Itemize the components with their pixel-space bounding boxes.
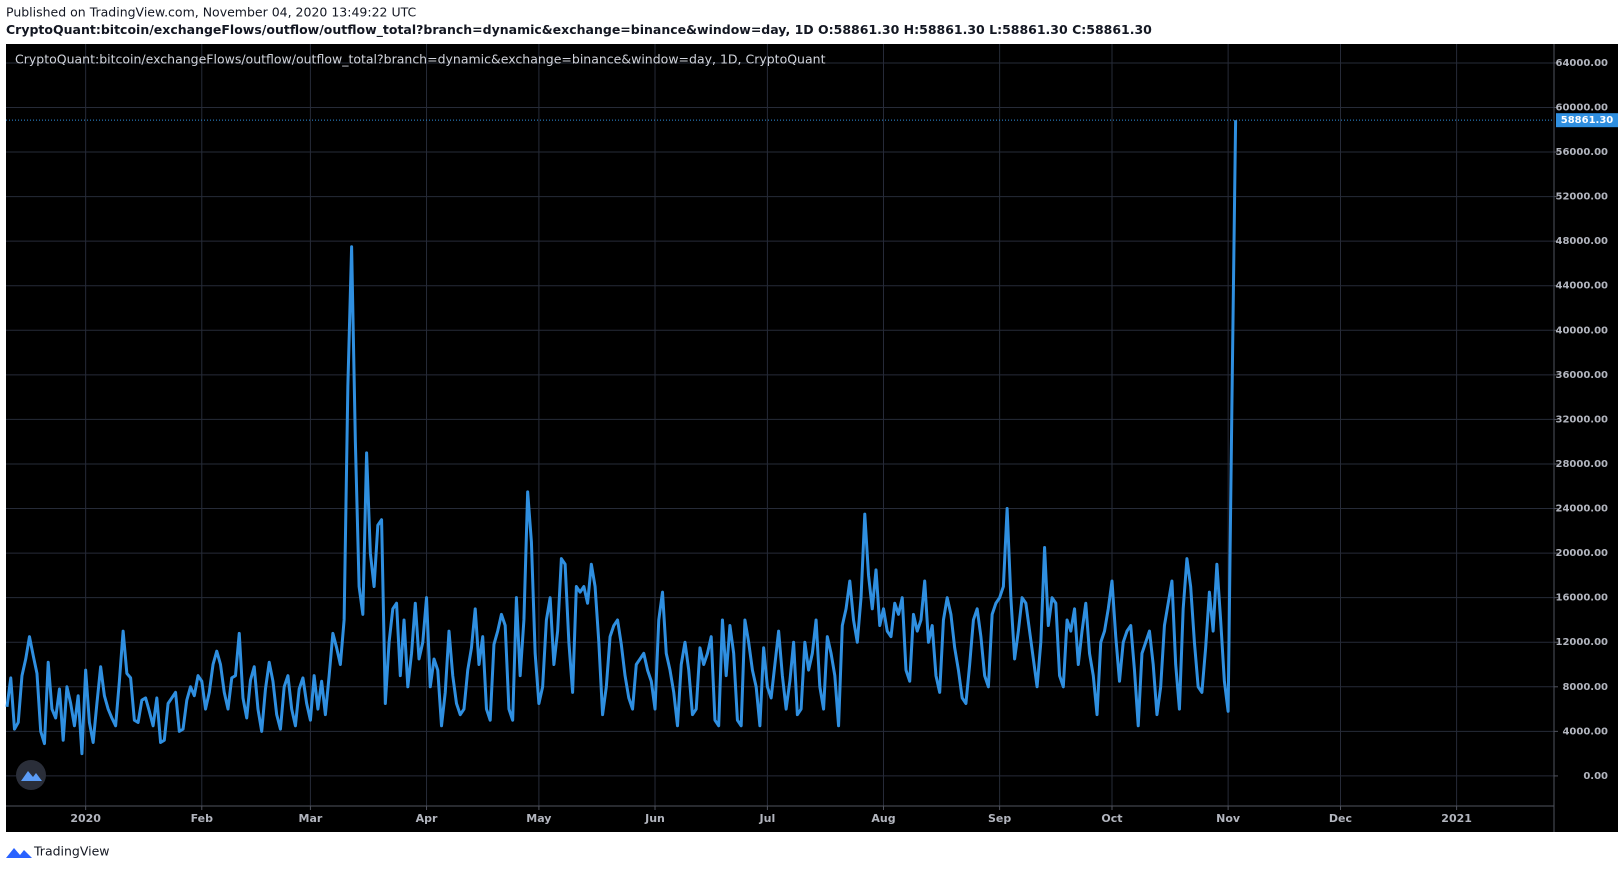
x-tick-label: Sep (988, 812, 1011, 825)
footer-brand: TradingView (33, 844, 110, 859)
footer-logo-icon (6, 848, 32, 858)
x-tick-label: Mar (299, 812, 323, 825)
x-tick-label: Jun (644, 812, 665, 825)
x-tick-label: 2020 (70, 812, 101, 825)
ohlc-open: O:58861.30 (818, 22, 900, 37)
chart-legend: CryptoQuant:bitcoin/exchangeFlows/outflo… (15, 52, 826, 67)
x-tick-label: Aug (871, 812, 895, 825)
y-tick-label: 56000.00 (1555, 147, 1608, 158)
y-tick-label: 60000.00 (1555, 103, 1608, 114)
chart-logo (16, 760, 46, 790)
y-tick-label: 32000.00 (1555, 414, 1608, 425)
y-tick-label: 8000.00 (1562, 682, 1608, 693)
ohlc-close: C:58861.30 (1072, 22, 1152, 37)
y-tick-label: 28000.00 (1555, 459, 1608, 470)
data-line (5, 120, 1238, 756)
published-note: Published on TradingView.com, November 0… (6, 5, 416, 20)
y-tick-label: 40000.00 (1555, 325, 1608, 336)
last-price-label: 58861.30 (1561, 115, 1614, 126)
y-tick-label: 48000.00 (1555, 236, 1608, 247)
logo-mountain (21, 771, 42, 781)
y-tick-label: 16000.00 (1555, 593, 1608, 604)
x-tick-label: Dec (1329, 812, 1352, 825)
last-price-box (1556, 113, 1618, 128)
x-tick-label: Jul (759, 812, 776, 825)
y-tick-label: 36000.00 (1555, 370, 1608, 381)
y-tick-label: 44000.00 (1555, 281, 1608, 292)
y-tick-label: 4000.00 (1562, 726, 1608, 737)
grid-layer (6, 44, 1554, 806)
x-tick-label: May (526, 812, 551, 825)
y-tick-label: 64000.00 (1555, 58, 1608, 69)
x-tick-label: 2021 (1441, 812, 1472, 825)
y-tick-label: 0.00 (1583, 771, 1608, 782)
x-tick-label: Nov (1216, 812, 1241, 825)
y-tick-label: 20000.00 (1555, 548, 1608, 559)
symbol-line: CryptoQuant:bitcoin/exchangeFlows/outflo… (6, 22, 1152, 38)
x-tick-label: Oct (1101, 812, 1122, 825)
footer-logo (6, 848, 32, 858)
y-tick-label: 52000.00 (1555, 192, 1608, 203)
y-tick-label: 12000.00 (1555, 637, 1608, 648)
x-tick-label: Apr (416, 812, 438, 825)
ohlc-low: L:58861.30 (989, 22, 1068, 37)
marks-layer (5, 119, 1554, 756)
symbol: CryptoQuant:bitcoin/exchangeFlows/outflo… (6, 22, 814, 38)
y-tick-label: 24000.00 (1555, 504, 1608, 515)
ohlc-high: H:58861.30 (904, 22, 985, 37)
x-tick-label: Feb (191, 812, 214, 825)
